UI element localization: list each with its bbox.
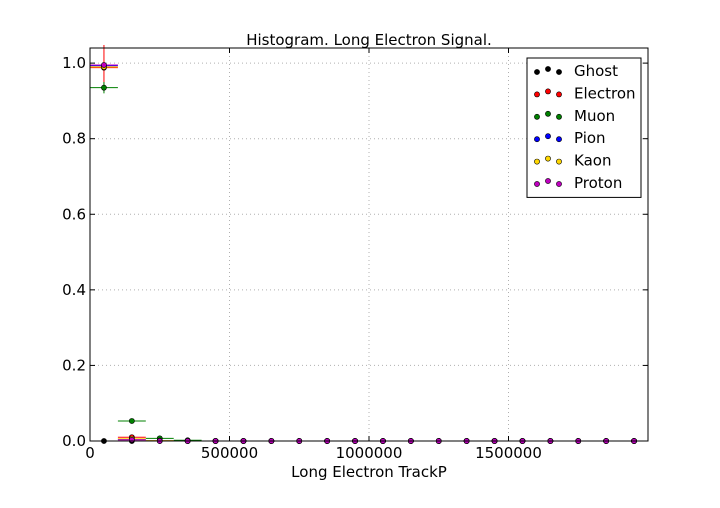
data-point xyxy=(128,418,135,424)
legend-label: Pion xyxy=(574,129,606,147)
legend-label: Kaon xyxy=(574,152,611,170)
legend-marker xyxy=(534,158,540,165)
legend-entry-electron: Electron xyxy=(534,84,636,102)
legend-box xyxy=(526,57,642,198)
x-tick-label: 500000 xyxy=(201,444,258,462)
y-tick-label: 0.4 xyxy=(62,281,86,299)
legend-marker xyxy=(534,113,540,120)
legend-marker xyxy=(556,113,562,120)
x-tick-label: 1500000 xyxy=(475,444,542,462)
legend-marker xyxy=(556,136,562,143)
legend-entry-kaon: Kaon xyxy=(534,152,611,170)
x-axis-label: Long Electron TrackP xyxy=(291,463,447,481)
legend-marker xyxy=(556,158,562,165)
y-tick-label: 0.6 xyxy=(62,205,86,223)
y-tick-label: 0.8 xyxy=(62,130,86,148)
legend-marker xyxy=(545,178,551,184)
axis-ticks: 0 500000 1000000 1500000 0.0 0.2 0.4 0.6 0.8 1.0 xyxy=(62,48,648,462)
legend-marker xyxy=(545,66,551,72)
legend-entry-proton: Proton xyxy=(534,174,622,192)
legend-marker xyxy=(556,91,562,98)
legend-entry-ghost: Ghost xyxy=(534,62,618,80)
legend-marker xyxy=(545,133,551,140)
data-point xyxy=(128,436,135,443)
chart-title: Histogram. Long Electron Signal. xyxy=(246,31,492,49)
legend-label: Electron xyxy=(574,84,636,102)
legend-entry-muon: Muon xyxy=(534,107,615,125)
legend-entry-pion: Pion xyxy=(534,129,606,147)
x-tick-label: 1000000 xyxy=(336,444,403,462)
legend-marker xyxy=(545,155,551,162)
legend-marker xyxy=(556,181,562,187)
y-tick-label: 0.0 xyxy=(62,432,86,450)
legend-marker xyxy=(534,136,540,143)
data-point xyxy=(101,84,107,91)
legend-marker xyxy=(556,69,562,75)
legend-marker xyxy=(545,88,551,95)
y-tick-label: 0.2 xyxy=(62,356,86,374)
legend-label: Proton xyxy=(574,174,622,192)
legend-marker xyxy=(545,110,551,117)
y-tick-label: 1.0 xyxy=(62,54,86,72)
legend-marker xyxy=(534,69,540,75)
legend-marker xyxy=(534,181,540,187)
legend-marker xyxy=(534,91,540,98)
data-point xyxy=(101,62,107,68)
x-tick-label: 0 xyxy=(85,444,95,462)
legend-label: Muon xyxy=(574,107,615,125)
legend: Ghost Electron Muon Pion Kaon Proton xyxy=(526,57,642,198)
legend-label: Ghost xyxy=(574,62,618,80)
